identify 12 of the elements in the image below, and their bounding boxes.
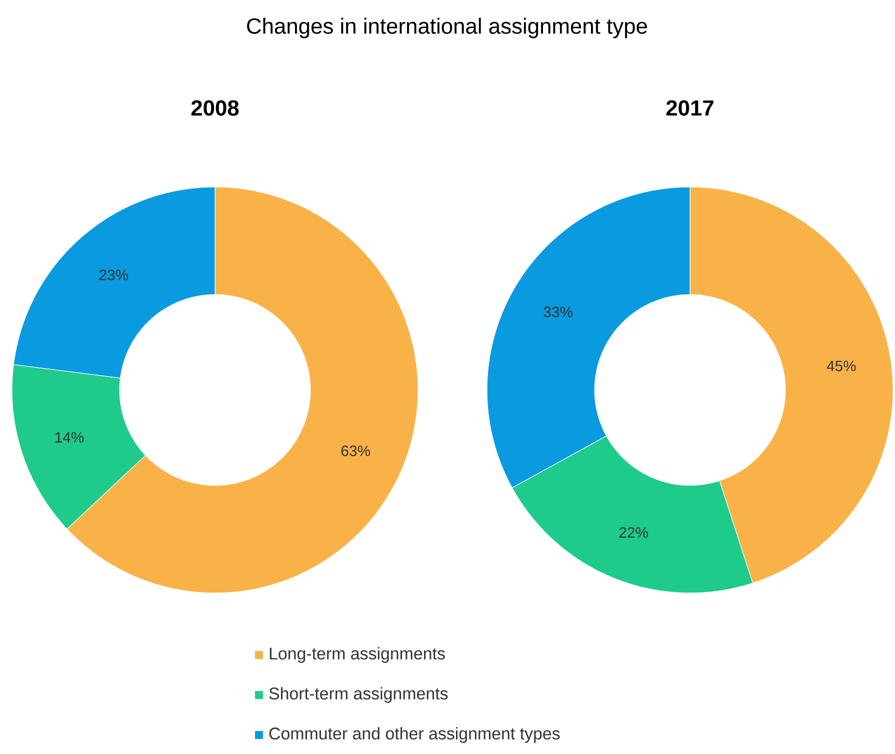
data-label: 22%: [619, 527, 648, 538]
legend-label: Short-term assignments: [269, 687, 448, 703]
data-label: 45%: [826, 360, 856, 372]
legend-label: Long-term assignments: [270, 647, 445, 663]
data-label: 33%: [544, 306, 572, 318]
chart-title: 2017: [666, 100, 714, 116]
chart-subtitle: 2008: [191, 100, 239, 116]
legend-label: Commuter and other assignment types: [269, 727, 560, 743]
chart-title: Changes in international assignment type: [247, 18, 647, 38]
data-label: 23%: [99, 270, 128, 280]
data-label: 63%: [341, 446, 370, 456]
data-label: 14%: [55, 432, 84, 443]
